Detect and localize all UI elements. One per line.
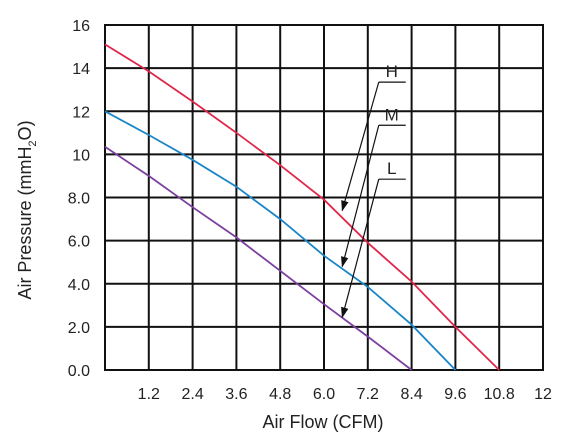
series-line-h bbox=[104, 43, 500, 371]
x-tick-label: 9.6 bbox=[444, 386, 466, 403]
series-line-l bbox=[104, 146, 413, 371]
series-lines bbox=[104, 43, 500, 371]
y-tick-label: 8.0 bbox=[68, 191, 90, 208]
tick-labels: 1.2 2.4 3.6 4.8 6.0 7.2 8.4 9.6 10.8 12 0.0 2.0 4.0 6… bbox=[68, 18, 552, 403]
y-tick-label: 4.0 bbox=[68, 277, 90, 294]
series-label-arrow bbox=[341, 81, 380, 212]
y-axis-label-main: Air Pressure (mmH bbox=[15, 147, 35, 300]
x-axis-label: Air Flow (CFM) bbox=[263, 412, 384, 432]
series-label-m: M bbox=[385, 105, 399, 124]
series-line-m bbox=[104, 110, 457, 371]
x-tick-label: 2.4 bbox=[181, 386, 203, 403]
y-tick-label: 0.0 bbox=[68, 363, 90, 380]
x-tick-label: 8.4 bbox=[400, 386, 422, 403]
plot-frame bbox=[104, 24, 544, 371]
x-tick-label: 4.8 bbox=[269, 386, 291, 403]
y-tick-label: 12 bbox=[72, 104, 90, 121]
y-tick-label: 14 bbox=[72, 61, 90, 78]
x-tick-label: 12 bbox=[534, 386, 552, 403]
series-label-arrow bbox=[341, 179, 380, 319]
x-tick-label: 1.2 bbox=[138, 386, 160, 403]
y-tick-label: 6.0 bbox=[68, 234, 90, 251]
series-label-h: H bbox=[386, 62, 398, 81]
grid bbox=[104, 24, 544, 371]
x-tick-label: 6.0 bbox=[313, 386, 335, 403]
x-tick-label: 10.8 bbox=[484, 386, 515, 403]
series-label-l: L bbox=[387, 159, 396, 178]
y-axis-label: Air Pressure (mmH2O) bbox=[15, 120, 39, 299]
y-axis-label-subscript: 2 bbox=[27, 140, 39, 146]
y-tick-label: 10 bbox=[72, 147, 90, 164]
series-label-arrow bbox=[341, 125, 380, 268]
x-tick-label: 7.2 bbox=[357, 386, 379, 403]
y-axis-label-end: O) bbox=[15, 120, 35, 140]
x-tick-label: 3.6 bbox=[225, 386, 247, 403]
y-tick-label: 16 bbox=[72, 18, 90, 35]
y-tick-label: 2.0 bbox=[68, 320, 90, 337]
legend-leaders: H M L bbox=[341, 62, 406, 319]
